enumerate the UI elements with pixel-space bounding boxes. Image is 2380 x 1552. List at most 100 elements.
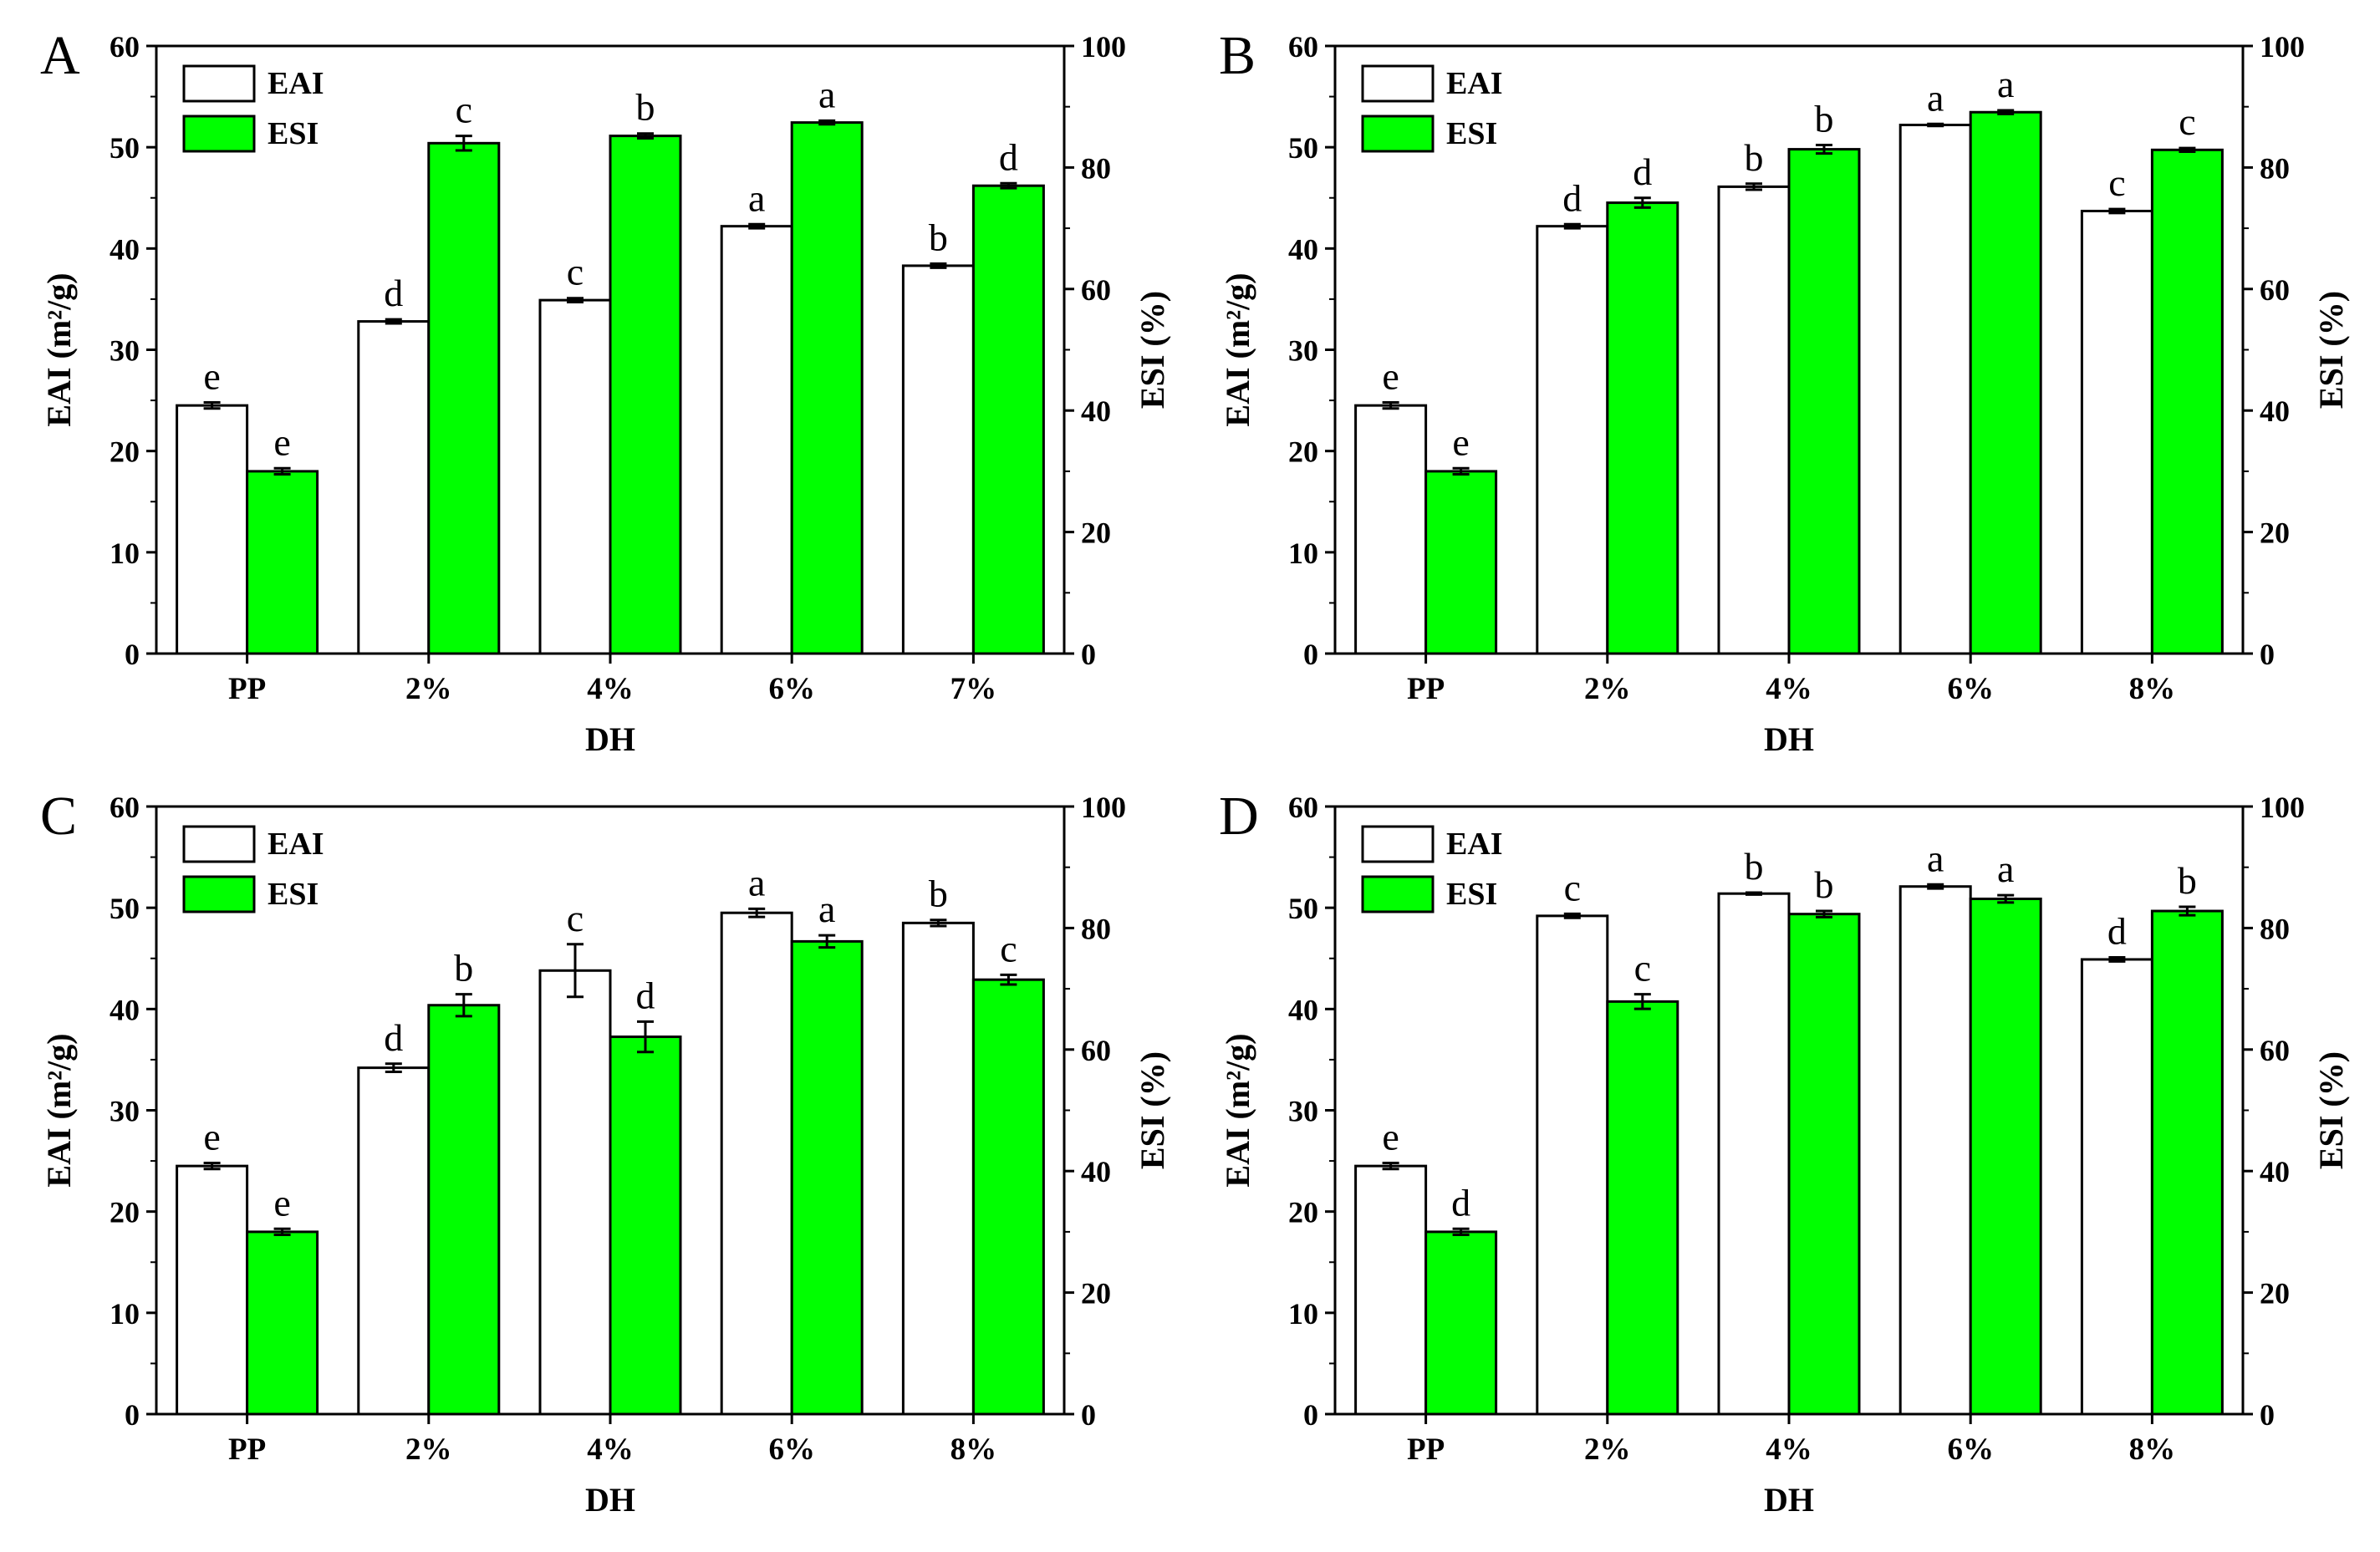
- significance-letter: b: [1815, 98, 1834, 140]
- significance-letter: c: [1000, 927, 1017, 969]
- eai-bar: [538, 298, 612, 655]
- eai-bar: [176, 404, 249, 655]
- x-tick-label: 2%: [405, 1432, 452, 1467]
- esi-bar: [971, 978, 1045, 1416]
- left-tick-label: 20: [1288, 435, 1318, 469]
- x-tick-label: 2%: [1584, 672, 1631, 706]
- left-tick-label: 30: [110, 1095, 140, 1128]
- legend-swatch-esi: [182, 114, 256, 153]
- right-tick-label: 20: [1081, 516, 1111, 550]
- x-tick-label: 2%: [1584, 1432, 1631, 1467]
- significance-letter: d: [636, 974, 655, 1016]
- significance-letter: d: [999, 135, 1018, 178]
- right-tick-label: 0: [2260, 1398, 2275, 1432]
- left-tick-label: 10: [110, 1297, 140, 1331]
- significance-letter: a: [818, 888, 835, 930]
- x-axis-title: DH: [1764, 1481, 1814, 1519]
- right-tick-label: 100: [1081, 30, 1126, 64]
- esi-bar: [427, 141, 501, 655]
- significance-letter: d: [1633, 150, 1652, 193]
- left-tick-label: 50: [110, 892, 140, 925]
- significance-letter: b: [1745, 136, 1764, 179]
- panel-letter: A: [40, 25, 80, 86]
- x-tick-label: PP: [228, 1432, 266, 1467]
- panel-letter: B: [1219, 25, 1256, 86]
- esi-bar: [1424, 470, 1498, 655]
- eai-bar: [901, 264, 975, 655]
- y-axis-title-left: EAI (m²/g): [1219, 272, 1256, 426]
- eai-bar: [1536, 225, 1609, 655]
- right-tick-label: 80: [1081, 151, 1111, 185]
- esi-bar: [246, 1230, 319, 1416]
- eai-bar: [357, 1066, 431, 1416]
- significance-letter: d: [2107, 910, 2127, 953]
- significance-letter: d: [1562, 176, 1582, 219]
- right-tick-label: 0: [1081, 638, 1096, 671]
- x-tick-label: 4%: [587, 672, 634, 706]
- left-tick-label: 0: [1303, 638, 1318, 671]
- legend: EAI ESI: [182, 64, 324, 153]
- chart-panel-c: C 0 10 20 30 40 50 60 0 20 40 60 80 100 EAI (m²/g) ESI …: [40, 786, 1171, 1519]
- significance-letter: c: [567, 251, 584, 293]
- legend-swatch-eai: [182, 64, 256, 103]
- significance-letter: a: [1927, 76, 1944, 119]
- left-tick-label: 20: [110, 435, 140, 469]
- significance-letter: d: [384, 272, 403, 314]
- legend-swatch-eai: [1361, 825, 1435, 863]
- eai-bar: [1354, 1164, 1428, 1416]
- legend-swatch-esi: [1361, 875, 1435, 913]
- eai-bar: [2080, 958, 2153, 1416]
- x-tick-label: 8%: [2129, 1432, 2176, 1467]
- x-tick-label: 4%: [1766, 672, 1812, 706]
- legend-label-esi: ESI: [268, 116, 319, 151]
- left-tick-label: 0: [1303, 1398, 1318, 1432]
- esi-bar: [246, 470, 319, 655]
- esi-bar: [971, 184, 1045, 655]
- right-tick-label: 20: [2260, 516, 2290, 550]
- left-tick-label: 50: [110, 131, 140, 165]
- esi-bar: [1606, 1000, 1679, 1416]
- significance-letter: a: [1927, 837, 1944, 879]
- esi-bar: [2150, 148, 2224, 655]
- significance-letter: b: [1745, 845, 1764, 888]
- eai-bar: [1898, 124, 1972, 655]
- eai-bar: [176, 1164, 249, 1416]
- significance-letter: b: [1815, 863, 1834, 906]
- significance-letter: a: [1997, 63, 2014, 105]
- right-tick-label: 40: [2260, 394, 2290, 428]
- x-tick-label: 4%: [587, 1432, 634, 1467]
- x-tick-label: 6%: [1947, 1432, 1994, 1467]
- significance-letter: c: [1634, 947, 1651, 990]
- right-tick-label: 40: [1081, 394, 1111, 428]
- eai-bar: [1898, 885, 1972, 1416]
- significance-letter: d: [1451, 1181, 1470, 1224]
- legend-label-esi: ESI: [268, 877, 319, 912]
- significance-letter: c: [2108, 161, 2125, 204]
- panel-letter: C: [40, 786, 77, 847]
- chart-panel-a: A 0 10 20 30 40 50 60 0 20 40 60 80 100 EAI (m²/g) ESI …: [40, 25, 1171, 758]
- eai-bar: [2080, 210, 2153, 655]
- right-tick-label: 20: [2260, 1277, 2290, 1310]
- right-tick-label: 20: [1081, 1277, 1111, 1310]
- significance-letter: c: [567, 897, 584, 939]
- significance-letter: a: [818, 73, 835, 115]
- significance-letter: b: [454, 947, 473, 990]
- chart-panel-d: D 0 10 20 30 40 50 60 0 20 40 60 80 100 EAI (m²/g) ESI …: [1219, 786, 2350, 1519]
- x-tick-label: 2%: [405, 672, 452, 706]
- significance-letter: c: [2179, 100, 2195, 143]
- x-tick-label: 8%: [950, 1432, 997, 1467]
- left-tick-label: 40: [1288, 993, 1318, 1026]
- esi-bar: [1787, 913, 1861, 1416]
- y-axis-title-right: ESI (%): [1134, 291, 1171, 409]
- y-axis-title-right: ESI (%): [1134, 1051, 1171, 1169]
- significance-letter: e: [1382, 355, 1399, 398]
- eai-bar: [357, 320, 431, 655]
- esi-bar: [790, 939, 864, 1416]
- legend-label-eai: EAI: [1446, 66, 1503, 101]
- significance-letter: a: [748, 861, 765, 903]
- eai-bar: [720, 225, 793, 655]
- right-tick-label: 40: [2260, 1155, 2290, 1188]
- left-tick-label: 10: [1288, 1297, 1318, 1331]
- left-tick-label: 60: [1288, 791, 1318, 824]
